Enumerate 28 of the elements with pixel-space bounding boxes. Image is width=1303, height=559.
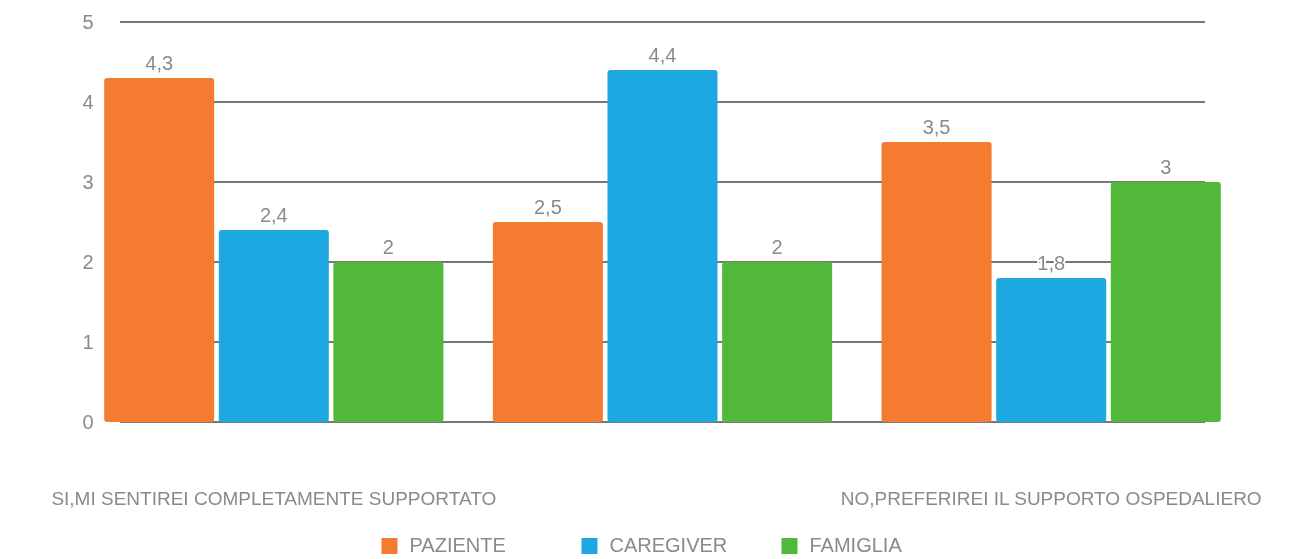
- legend-label: FAMIGLIA: [809, 534, 903, 556]
- y-tick-label: 5: [82, 11, 94, 33]
- bar: [881, 142, 992, 422]
- y-tick-label: 0: [82, 411, 94, 433]
- y-tick-label: 1: [82, 331, 94, 353]
- data-label: 4,4: [648, 44, 677, 66]
- data-label: 3,5: [922, 116, 951, 138]
- legend-label: CAREGIVER: [609, 534, 728, 556]
- y-tick-label: 4: [82, 91, 94, 113]
- bar: [1110, 182, 1221, 422]
- data-label: 3: [1160, 156, 1172, 178]
- bar: [218, 230, 329, 422]
- bar: [104, 78, 215, 422]
- data-label: 2,4: [259, 204, 288, 226]
- x-tick-label: NO,PREFERIREI IL SUPPORTO OSPEDALIERO: [840, 488, 1262, 509]
- x-tick-label: SI,MI SENTIREI COMPLETAMENTE SUPPORTATO: [51, 488, 497, 509]
- bar: [333, 262, 444, 422]
- y-tick-label: 3: [82, 171, 94, 193]
- bar: [607, 70, 718, 422]
- data-label: 2: [771, 236, 783, 258]
- bar: [722, 262, 833, 422]
- bar: [996, 278, 1107, 422]
- bar: [492, 222, 603, 422]
- y-tick-label: 2: [82, 251, 94, 273]
- data-label: 2,5: [533, 196, 562, 218]
- data-label: 2: [382, 236, 394, 258]
- legend-label: PAZIENTE: [409, 534, 506, 556]
- data-label: 4,3: [145, 52, 174, 74]
